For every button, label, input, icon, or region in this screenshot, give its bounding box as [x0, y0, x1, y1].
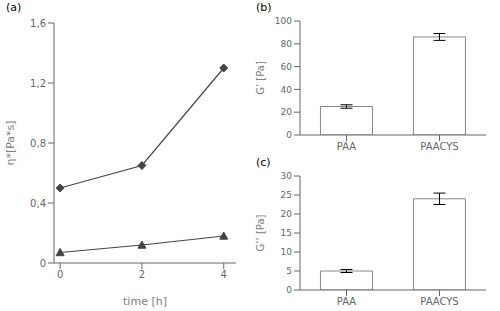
- html-text:(c): (c): [256, 156, 271, 169]
- svg-text:25: 25: [281, 190, 292, 200]
- svg-text:20: 20: [281, 107, 293, 117]
- svg-text:100: 100: [275, 16, 292, 26]
- svg-text:time [h]: time [h]: [123, 295, 167, 308]
- svg-text:1,2: 1,2: [30, 78, 46, 89]
- svg-text:20: 20: [281, 209, 293, 219]
- svg-text:10: 10: [281, 247, 293, 257]
- svg-text:G’ [Pa]: G’ [Pa]: [255, 61, 266, 95]
- svg-text:60: 60: [281, 62, 293, 72]
- svg-text:1,6: 1,6: [30, 18, 46, 29]
- svg-text:40: 40: [281, 85, 293, 95]
- svg-text:0: 0: [286, 130, 292, 140]
- html-text:(a): (a): [6, 1, 22, 14]
- svg-text:80: 80: [281, 39, 293, 49]
- svg-text:0: 0: [57, 269, 63, 280]
- svg-text:5: 5: [286, 266, 292, 276]
- svg-text:0,8: 0,8: [30, 138, 46, 149]
- svg-text:G’’ [Pa]: G’’ [Pa]: [255, 215, 266, 252]
- svg-text:4: 4: [221, 269, 227, 280]
- svg-text:PAA: PAA: [337, 296, 357, 307]
- html-text:(b): (b): [256, 1, 272, 14]
- svg-text:2: 2: [139, 269, 145, 280]
- svg-text:η*[Pa*s]: η*[Pa*s]: [8, 120, 17, 165]
- svg-text:PAA: PAA: [337, 141, 357, 152]
- svg-text:0,4: 0,4: [30, 198, 46, 209]
- svg-text:PAACYS: PAACYS: [420, 141, 458, 152]
- svg-text:30: 30: [281, 171, 293, 181]
- svg-text:0: 0: [40, 258, 46, 269]
- svg-text:0: 0: [286, 285, 292, 295]
- svg-text:PAACYS: PAACYS: [420, 296, 458, 307]
- svg-text:15: 15: [281, 228, 292, 238]
